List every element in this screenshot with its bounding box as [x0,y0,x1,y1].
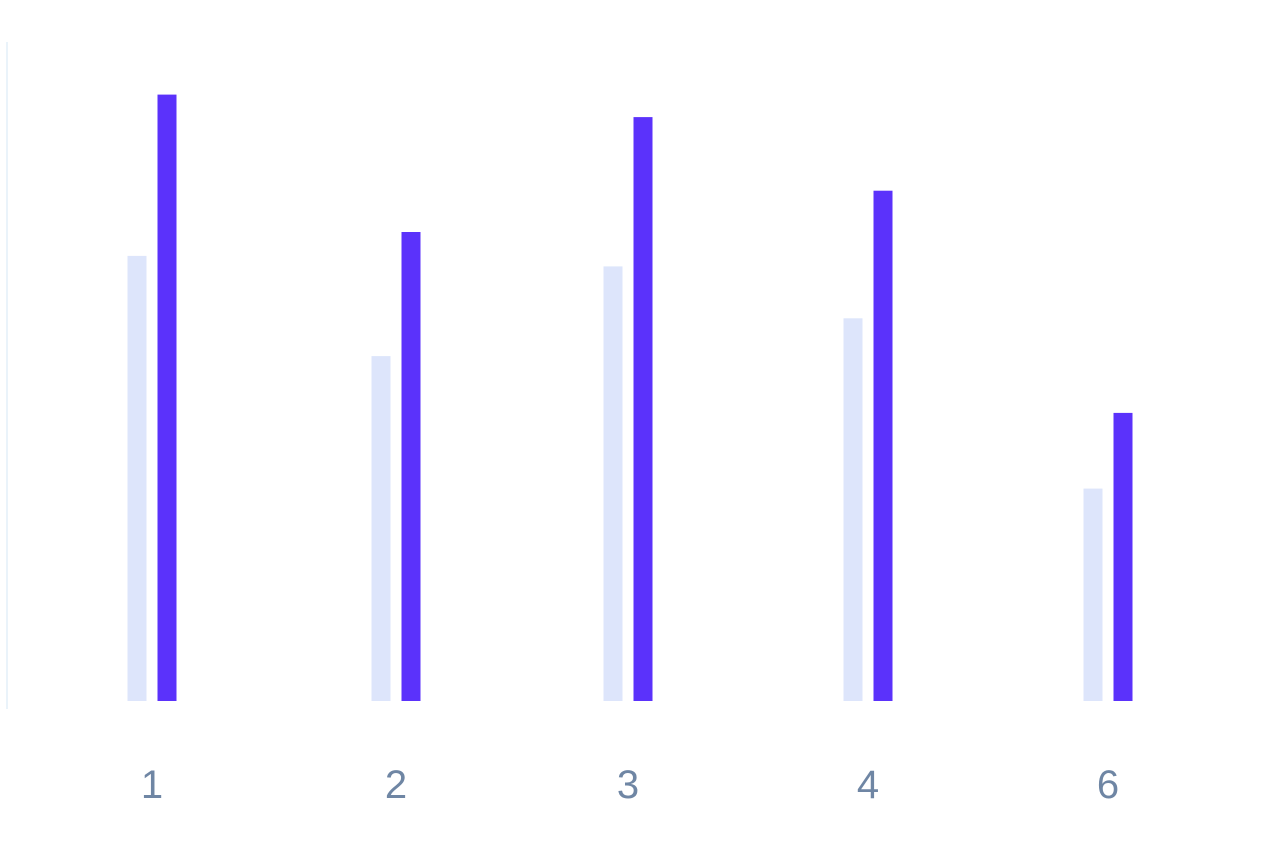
x-tick-labels: 1 2 3 4 6 [141,763,1119,807]
bar-series-2-category-2 [401,232,421,701]
x-tick-label: 6 [1097,763,1119,807]
bar-series-1-category-1 [127,255,147,701]
bar-series-2-category-6 [1113,412,1133,701]
bar-series-2-category-1 [157,94,177,702]
bar-series-1-category-3 [603,266,623,701]
bar-series-1-category-4 [843,318,863,701]
x-tick-label: 2 [385,763,407,807]
x-tick-label: 3 [617,763,639,807]
bar-series-1-category-2 [371,356,391,701]
bar-series-2-category-3 [633,117,653,702]
bar-series-2-category-4 [873,190,893,701]
x-tick-label: 1 [141,763,163,807]
bar-series-1-category-6 [1083,488,1103,701]
bars-layer [127,94,1133,702]
x-tick-label: 4 [857,763,879,807]
